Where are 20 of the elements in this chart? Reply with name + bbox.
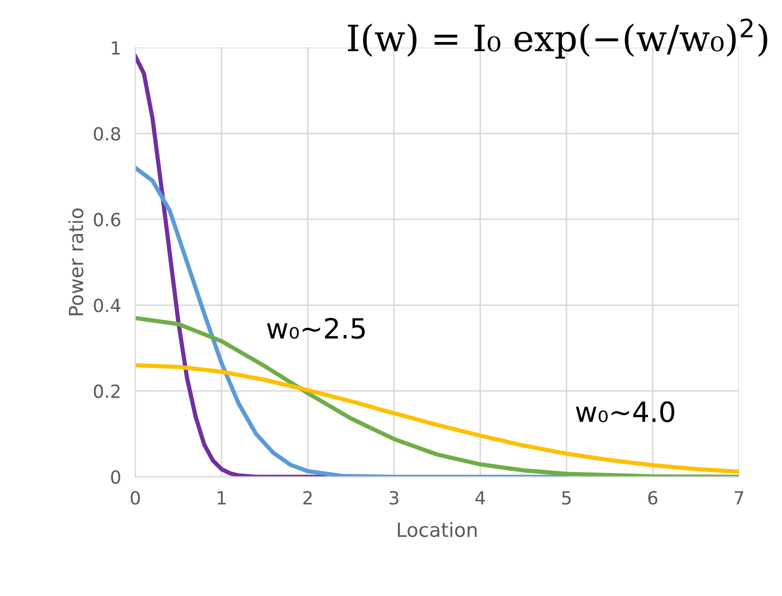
- annotation: w₀~2.5: [267, 318, 365, 339]
- x-axis-title: Location: [398, 522, 477, 538]
- y-tick-label: 0.8: [94, 126, 120, 141]
- y-tick-label: 0.2: [94, 384, 120, 398]
- line-series: [135, 363, 739, 474]
- y-tick-label: 1: [112, 41, 120, 55]
- annotation: I(w) = I₀ exp(−(w/w₀)$^{2}$): [348, 18, 768, 59]
- y-tick-label: 0.4: [94, 298, 120, 312]
- x-tick-label: 2: [303, 491, 312, 504]
- annotation: w₀~4.0: [576, 401, 674, 422]
- x-tick-label: 0: [130, 491, 140, 505]
- y-tick-label: 0: [111, 470, 120, 484]
- x-tick-label: 3: [390, 491, 398, 505]
- y-axis-title: Power ratio: [68, 208, 84, 316]
- x-tick-label: 4: [475, 491, 485, 504]
- x-tick-label: 5: [562, 491, 571, 505]
- x-tick-label: 6: [648, 491, 658, 505]
- x-tick-label: 7: [734, 491, 744, 504]
- y-tick-label: 0.6: [94, 212, 120, 226]
- x-tick-label: 1: [218, 491, 226, 504]
